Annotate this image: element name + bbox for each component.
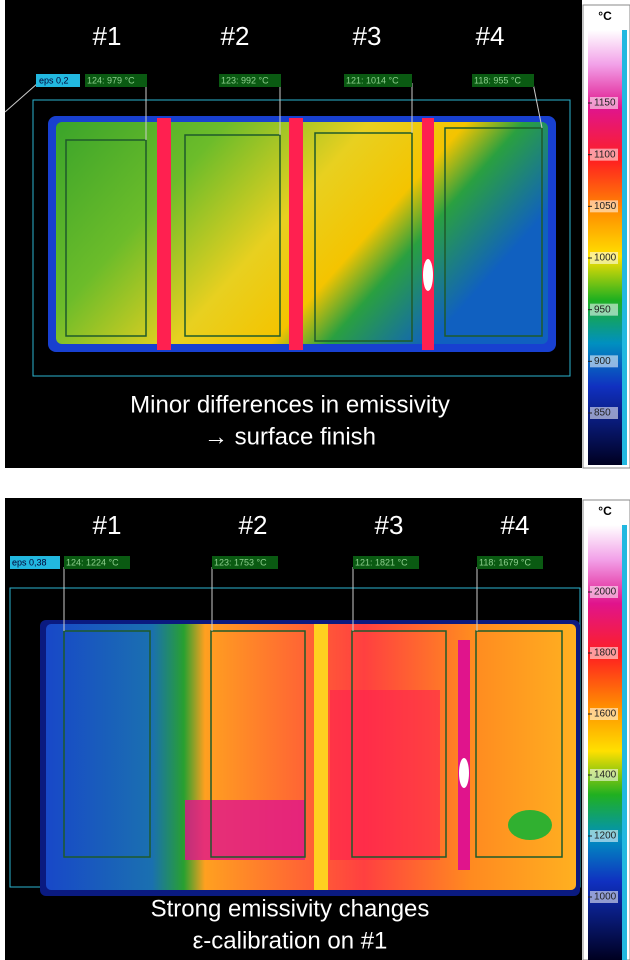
readout: 121: 1014 °C xyxy=(346,75,399,85)
hot-seam xyxy=(289,118,303,350)
tick-label: 1050 xyxy=(594,201,617,212)
zone-label: #4 xyxy=(501,510,530,540)
hot-spot xyxy=(459,758,469,788)
colorbar xyxy=(588,30,622,465)
hot-seam xyxy=(422,118,434,350)
zone-label: #2 xyxy=(221,21,250,51)
seam xyxy=(458,640,470,870)
colorbar-range xyxy=(622,30,627,465)
unit: °C xyxy=(598,504,612,518)
tick-label: 1400 xyxy=(594,770,617,781)
tick-label: 1800 xyxy=(594,648,617,659)
tick-label: 1000 xyxy=(594,892,617,903)
zone-label: #4 xyxy=(476,21,505,51)
zone-label: #3 xyxy=(375,510,404,540)
eps-label: eps 0,2 xyxy=(39,75,69,85)
zone-label: #1 xyxy=(93,21,122,51)
object xyxy=(46,624,576,890)
page: eps 0,2 124: 979 °C 123: 992 °C 121: 101… xyxy=(0,0,630,960)
tick-label: 2000 xyxy=(594,587,617,598)
readout: 123: 1753 °C xyxy=(214,557,267,567)
hot-seam xyxy=(157,118,171,350)
tick-label: 850 xyxy=(594,408,611,419)
unit: °C xyxy=(598,9,612,23)
readout: 124: 1224 °C xyxy=(66,557,119,567)
caption: → surface finish xyxy=(204,423,376,450)
hot-area xyxy=(185,800,305,860)
readout: 118: 955 °C xyxy=(474,75,521,85)
tick-label: 1200 xyxy=(594,831,617,842)
hot-area xyxy=(330,690,440,860)
hot-spot xyxy=(423,259,433,291)
caption: Strong emissivity changes xyxy=(151,895,430,922)
tick-label: 950 xyxy=(594,304,611,315)
caption: ε-calibration on #1 xyxy=(193,927,388,954)
tick-label: 1100 xyxy=(594,149,616,160)
cool-spot xyxy=(508,810,552,840)
zone-label: #3 xyxy=(353,21,382,51)
colorbar-range xyxy=(622,525,627,960)
readout: 121: 1821 °C xyxy=(355,557,408,567)
readout: 123: 992 °C xyxy=(221,75,269,85)
zone-label: #1 xyxy=(93,510,122,540)
tick-label: 900 xyxy=(594,356,611,367)
readout: 118: 1679 °C xyxy=(479,557,531,567)
tick-label: 1150 xyxy=(594,98,616,109)
tick-label: 1000 xyxy=(594,253,617,264)
zone-label: #2 xyxy=(239,510,268,540)
seam xyxy=(314,624,328,890)
caption: Minor differences in emissivity xyxy=(130,391,450,418)
eps-label: eps 0,38 xyxy=(12,557,47,567)
tick-label: 1600 xyxy=(594,709,617,720)
readout: 124: 979 °C xyxy=(87,75,135,85)
